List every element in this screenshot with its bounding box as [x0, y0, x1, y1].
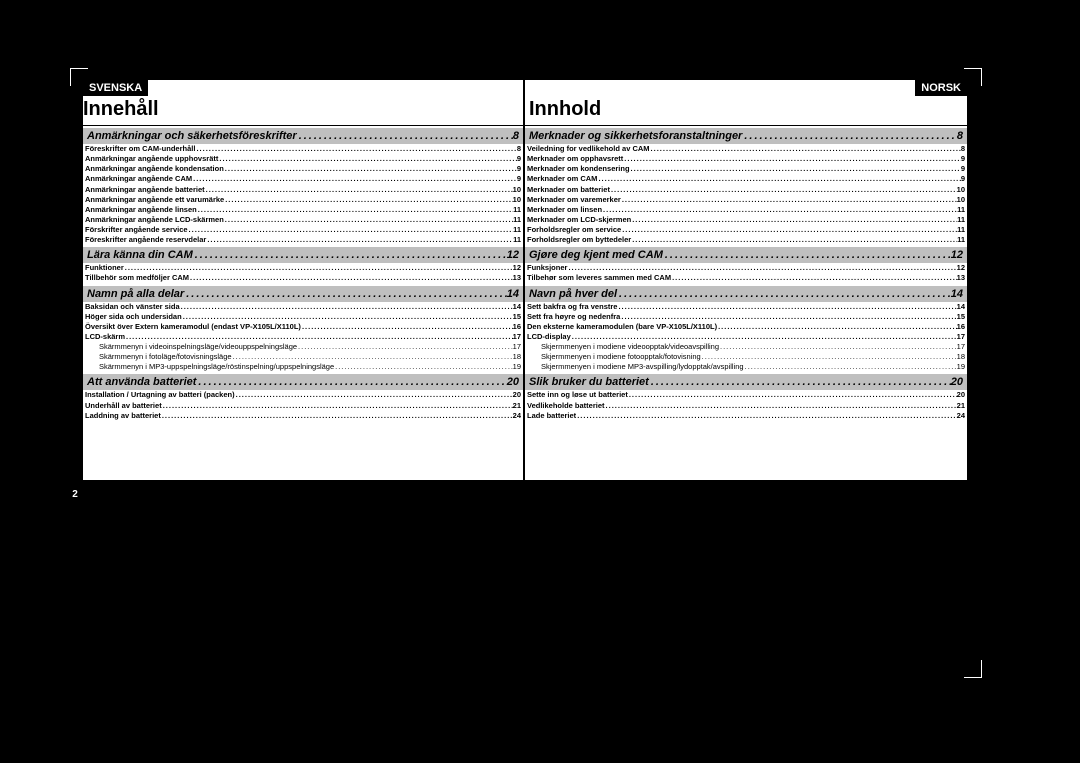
toc-section-header: Att använda batteriet ..................…: [83, 374, 523, 390]
left-column: SVENSKA Innehåll Anmärkningar och säkerh…: [83, 80, 525, 480]
toc-entry: Merknader om LCD-skjermen...............…: [525, 215, 967, 225]
document-page: SVENSKA Innehåll Anmärkningar och säkerh…: [83, 80, 967, 480]
toc-entry: Anmärkningar angående CAM...............…: [83, 174, 523, 184]
toc-section-header: Anmärkningar och säkerhetsföreskrifter .…: [83, 128, 523, 144]
toc-entry: Funksjoner..............................…: [525, 263, 967, 273]
toc-section-header: Merknader og sikkerhetsforanstaltninger …: [525, 128, 967, 144]
toc-entry: Merknader om varemerker.................…: [525, 195, 967, 205]
toc-entry: Merknader om kondensering...............…: [525, 164, 967, 174]
toc-entry: Anmärkningar angående upphovsrätt.......…: [83, 154, 523, 164]
toc-entry: Anmärkningar angående ett varumärke.....…: [83, 195, 523, 205]
title-left: Innehåll: [83, 98, 523, 126]
toc-entry: Anmärkningar angående LCD-skärmen.......…: [83, 215, 523, 225]
toc-entry: Anmärkningar angående linsen............…: [83, 205, 523, 215]
crop-mark: [964, 68, 982, 86]
toc-entry: LCD-skärm...............................…: [83, 332, 523, 342]
toc-section-header: Namn på alla delar .....................…: [83, 286, 523, 302]
toc-entry: Vedlikeholde batteriet..................…: [525, 401, 967, 411]
toc-entry: LCD-display.............................…: [525, 332, 967, 342]
toc-entry: Laddning av batteriet...................…: [83, 411, 523, 421]
toc-entry: Forholdsregler om byttedeler............…: [525, 235, 967, 245]
toc-entry: Veiledning for vedlikehold av CAM.......…: [525, 144, 967, 154]
toc-entry: Sett fra høyre og nedenfra..............…: [525, 312, 967, 322]
right-column: NORSK Innhold Merknader og sikkerhetsfor…: [525, 80, 967, 480]
toc-entry: Merknader om opphavsrett................…: [525, 154, 967, 164]
toc-entry: Skärmmenyn i videoinspelningsläge/videou…: [83, 342, 523, 352]
crop-mark: [964, 660, 982, 678]
toc-section-header: Slik bruker du batteriet ...............…: [525, 374, 967, 390]
title-right: Innhold: [525, 98, 967, 126]
toc-entry: Underhåll av batteriet..................…: [83, 401, 523, 411]
toc-entry: Merknader om linsen.....................…: [525, 205, 967, 215]
toc-entry: Höger sida och undersidan...............…: [83, 312, 523, 322]
lang-tag-left: SVENSKA: [83, 80, 148, 96]
toc-entry: Tillbehör som medföljer CAM.............…: [83, 273, 523, 283]
page-number-badge: 2: [65, 484, 85, 504]
toc-entry: Baksidan och vänster sida...............…: [83, 302, 523, 312]
toc-entry: Sette inn og løse ut batteriet..........…: [525, 390, 967, 400]
toc-entry: Skjermmenyen i modiene fotoopptak/fotovi…: [525, 352, 967, 362]
toc-entry: Skjermmenyen i modiene videoopptak/video…: [525, 342, 967, 352]
toc-entry: Den eksterne kameramodulen (bare VP-X105…: [525, 322, 967, 332]
toc-entry: Skjermmenyen i modiene MP3-avspilling/ly…: [525, 362, 967, 372]
toc-left: Anmärkningar och säkerhetsföreskrifter .…: [83, 128, 523, 421]
toc-entry: Föreskrifter angående reservdelar.......…: [83, 235, 523, 245]
toc-right: Merknader og sikkerhetsforanstaltninger …: [525, 128, 967, 421]
toc-section-header: Gjøre deg kjent med CAM ................…: [525, 247, 967, 263]
toc-entry: Översikt över Extern kameramodul (endast…: [83, 322, 523, 332]
lang-tag-right: NORSK: [915, 80, 967, 96]
toc-entry: Anmärkningar angående kondensation......…: [83, 164, 523, 174]
toc-entry: Sett bakfra og fra venstre..............…: [525, 302, 967, 312]
toc-entry: Merknader om CAM........................…: [525, 174, 967, 184]
toc-entry: Förskrifter angående service............…: [83, 225, 523, 235]
toc-entry: Tilbehør som leveres sammen med CAM.....…: [525, 273, 967, 283]
toc-section-header: Navn på hver del .......................…: [525, 286, 967, 302]
toc-entry: Merknader om batteriet..................…: [525, 185, 967, 195]
toc-entry: Föreskrifter om CAM-underhåll...........…: [83, 144, 523, 154]
toc-entry: Forholdsregler om service...............…: [525, 225, 967, 235]
toc-entry: Lade batteriet..........................…: [525, 411, 967, 421]
toc-entry: Funktioner..............................…: [83, 263, 523, 273]
toc-entry: Installation / Urtagning av batteri (pac…: [83, 390, 523, 400]
toc-entry: Skärmmenyn i fotoläge/fotovisningsläge..…: [83, 352, 523, 362]
toc-section-header: Lära känna din CAM .....................…: [83, 247, 523, 263]
toc-entry: Anmärkningar angående batteriet.........…: [83, 185, 523, 195]
crop-mark: [70, 68, 88, 86]
toc-entry: Skärmmenyn i MP3-uppspelningsläge/röstin…: [83, 362, 523, 372]
